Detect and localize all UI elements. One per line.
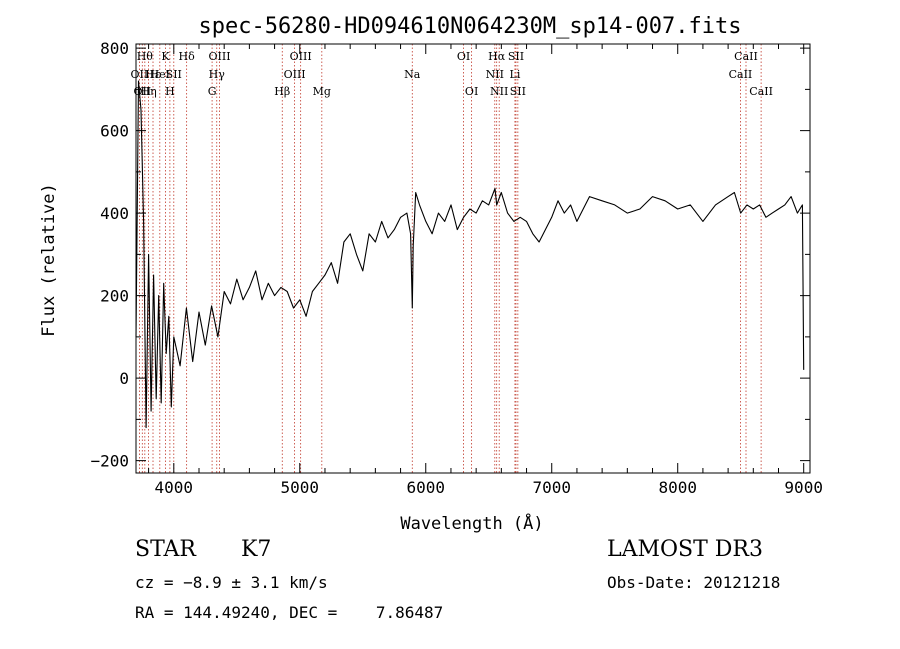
line-label-17: Na (404, 68, 421, 81)
line-label-0: OII (131, 68, 149, 81)
x-tick-label-0: 4000 (155, 478, 194, 497)
line-label-26: CaII (729, 68, 753, 81)
redshift-value: cz = −8.9 ± 3.1 km/s (135, 573, 328, 592)
line-label-25: SII (510, 85, 526, 98)
y-axis-label: Flux (relative) (39, 183, 59, 337)
line-label-21: Hα (488, 50, 506, 63)
line-label-16: Mg (313, 85, 331, 98)
line-label-13: Hβ (274, 85, 290, 98)
chart-title: spec-56280-HD094610N064230M_sp14-007.fit… (198, 14, 741, 39)
line-label-10: G (208, 85, 217, 98)
line-label-18: OI (457, 50, 470, 63)
axis-ticks: 4000 5000 6000 7000 8000 9000 −200 0 200 400 600 80… (90, 39, 822, 497)
x-tick-label-2: 6000 (406, 478, 445, 497)
object-subclass: K7 (241, 537, 272, 562)
y-tick-label-4: 600 (100, 122, 129, 141)
y-tick-label-0: −200 (90, 452, 129, 471)
x-axis-label: Wavelength (Å) (400, 512, 543, 534)
line-label-8: SII (166, 68, 182, 81)
spectral-line-labels: OIIOIIHθHηHεHeIKHSIIHδGHγOIIIHβOIIIOIIIM… (131, 50, 773, 98)
line-label-27: CaII (734, 50, 758, 63)
line-label-5: HeI (150, 68, 170, 81)
line-label-28: CaII (749, 85, 773, 98)
line-label-4: Hε (145, 68, 161, 81)
line-label-22: NII (490, 85, 508, 98)
line-label-7: H (165, 85, 175, 98)
line-label-12: OIII (208, 50, 230, 63)
y-tick-label-1: 0 (119, 369, 129, 388)
observation-date: Obs-Date: 20121218 (607, 573, 781, 592)
series-line-flux (135, 80, 805, 429)
line-label-14: OIII (284, 68, 306, 81)
line-label-24: SII (508, 50, 524, 63)
line-label-6: K (161, 50, 170, 63)
coordinates: RA = 144.49240, DEC = 7.86487 (135, 603, 444, 622)
y-tick-label-2: 200 (100, 287, 129, 306)
x-tick-label-1: 5000 (281, 478, 320, 497)
line-label-3: Hη (141, 85, 157, 98)
line-label-23: Li (510, 68, 521, 81)
object-class: STAR (135, 537, 196, 562)
survey-name: LAMOST DR3 (607, 537, 763, 562)
line-label-19: OI (465, 85, 478, 98)
spectral-line-markers (139, 44, 762, 473)
x-tick-label-5: 9000 (784, 478, 823, 497)
line-label-2: Hθ (137, 50, 154, 63)
line-label-20: NII (486, 68, 504, 81)
line-label-11: Hγ (209, 68, 226, 81)
y-tick-label-3: 400 (100, 204, 129, 223)
plot-frame (135, 43, 811, 474)
line-label-9: Hδ (179, 50, 196, 63)
line-label-15: OIII (290, 50, 312, 63)
x-tick-label-3: 7000 (532, 478, 571, 497)
x-tick-label-4: 8000 (658, 478, 697, 497)
y-tick-label-5: 800 (100, 39, 129, 58)
flux-series (135, 80, 805, 429)
